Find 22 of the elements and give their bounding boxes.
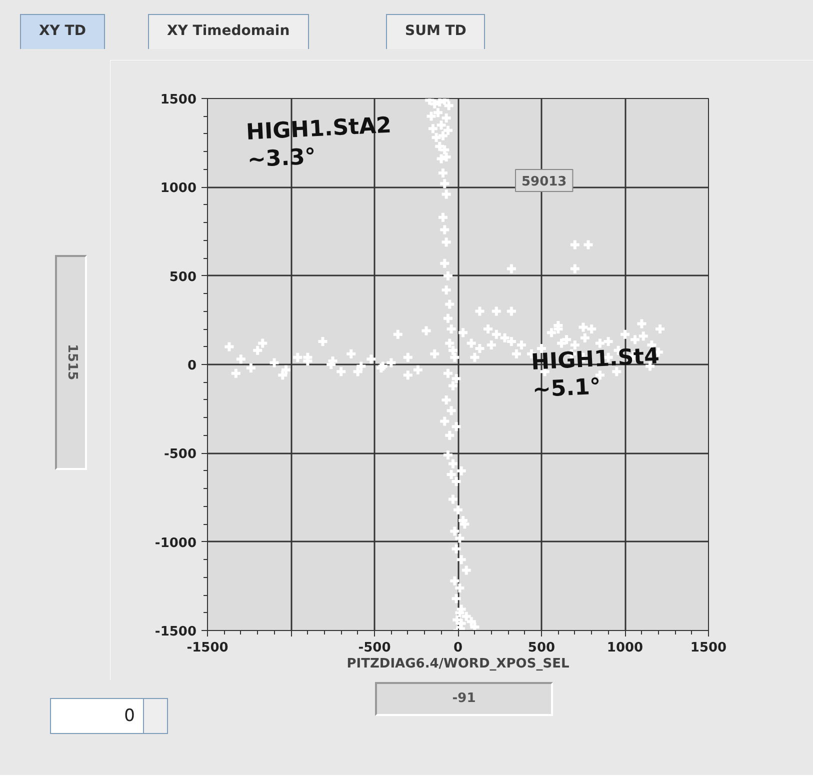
x-tick-label: 0	[453, 640, 463, 656]
annotation: HIGH1.St4 ~5.1°	[530, 344, 660, 403]
y-tick-label: 500	[169, 270, 197, 285]
y-tick-label: 1000	[160, 181, 197, 196]
text: 0	[50, 698, 168, 734]
y-tick-label: -1500	[154, 624, 196, 640]
y-tick-label: 0	[187, 358, 196, 374]
text: 1515	[63, 344, 80, 381]
annotation: 59013	[522, 174, 567, 190]
x-tick-label: 500	[528, 640, 556, 656]
x-tick-label: 1000	[606, 640, 644, 656]
y-tick-label: -1000	[154, 536, 196, 551]
y-tick-label: 1500	[160, 92, 197, 108]
text: -91	[375, 682, 553, 716]
text: XY Timedomain	[148, 14, 309, 49]
y-tick-label: -500	[164, 447, 197, 462]
x-tick-label: 1500	[690, 640, 727, 656]
annotation: HIGH1.StA2 ~3.3°	[246, 113, 392, 173]
x-axis-title: PITZDIAG6.4/WORD_XPOS_SEL	[346, 656, 570, 672]
x-tick-label: -500	[358, 640, 391, 656]
x-tick-label: -1500	[186, 640, 228, 656]
text: SUM TD	[386, 14, 486, 49]
